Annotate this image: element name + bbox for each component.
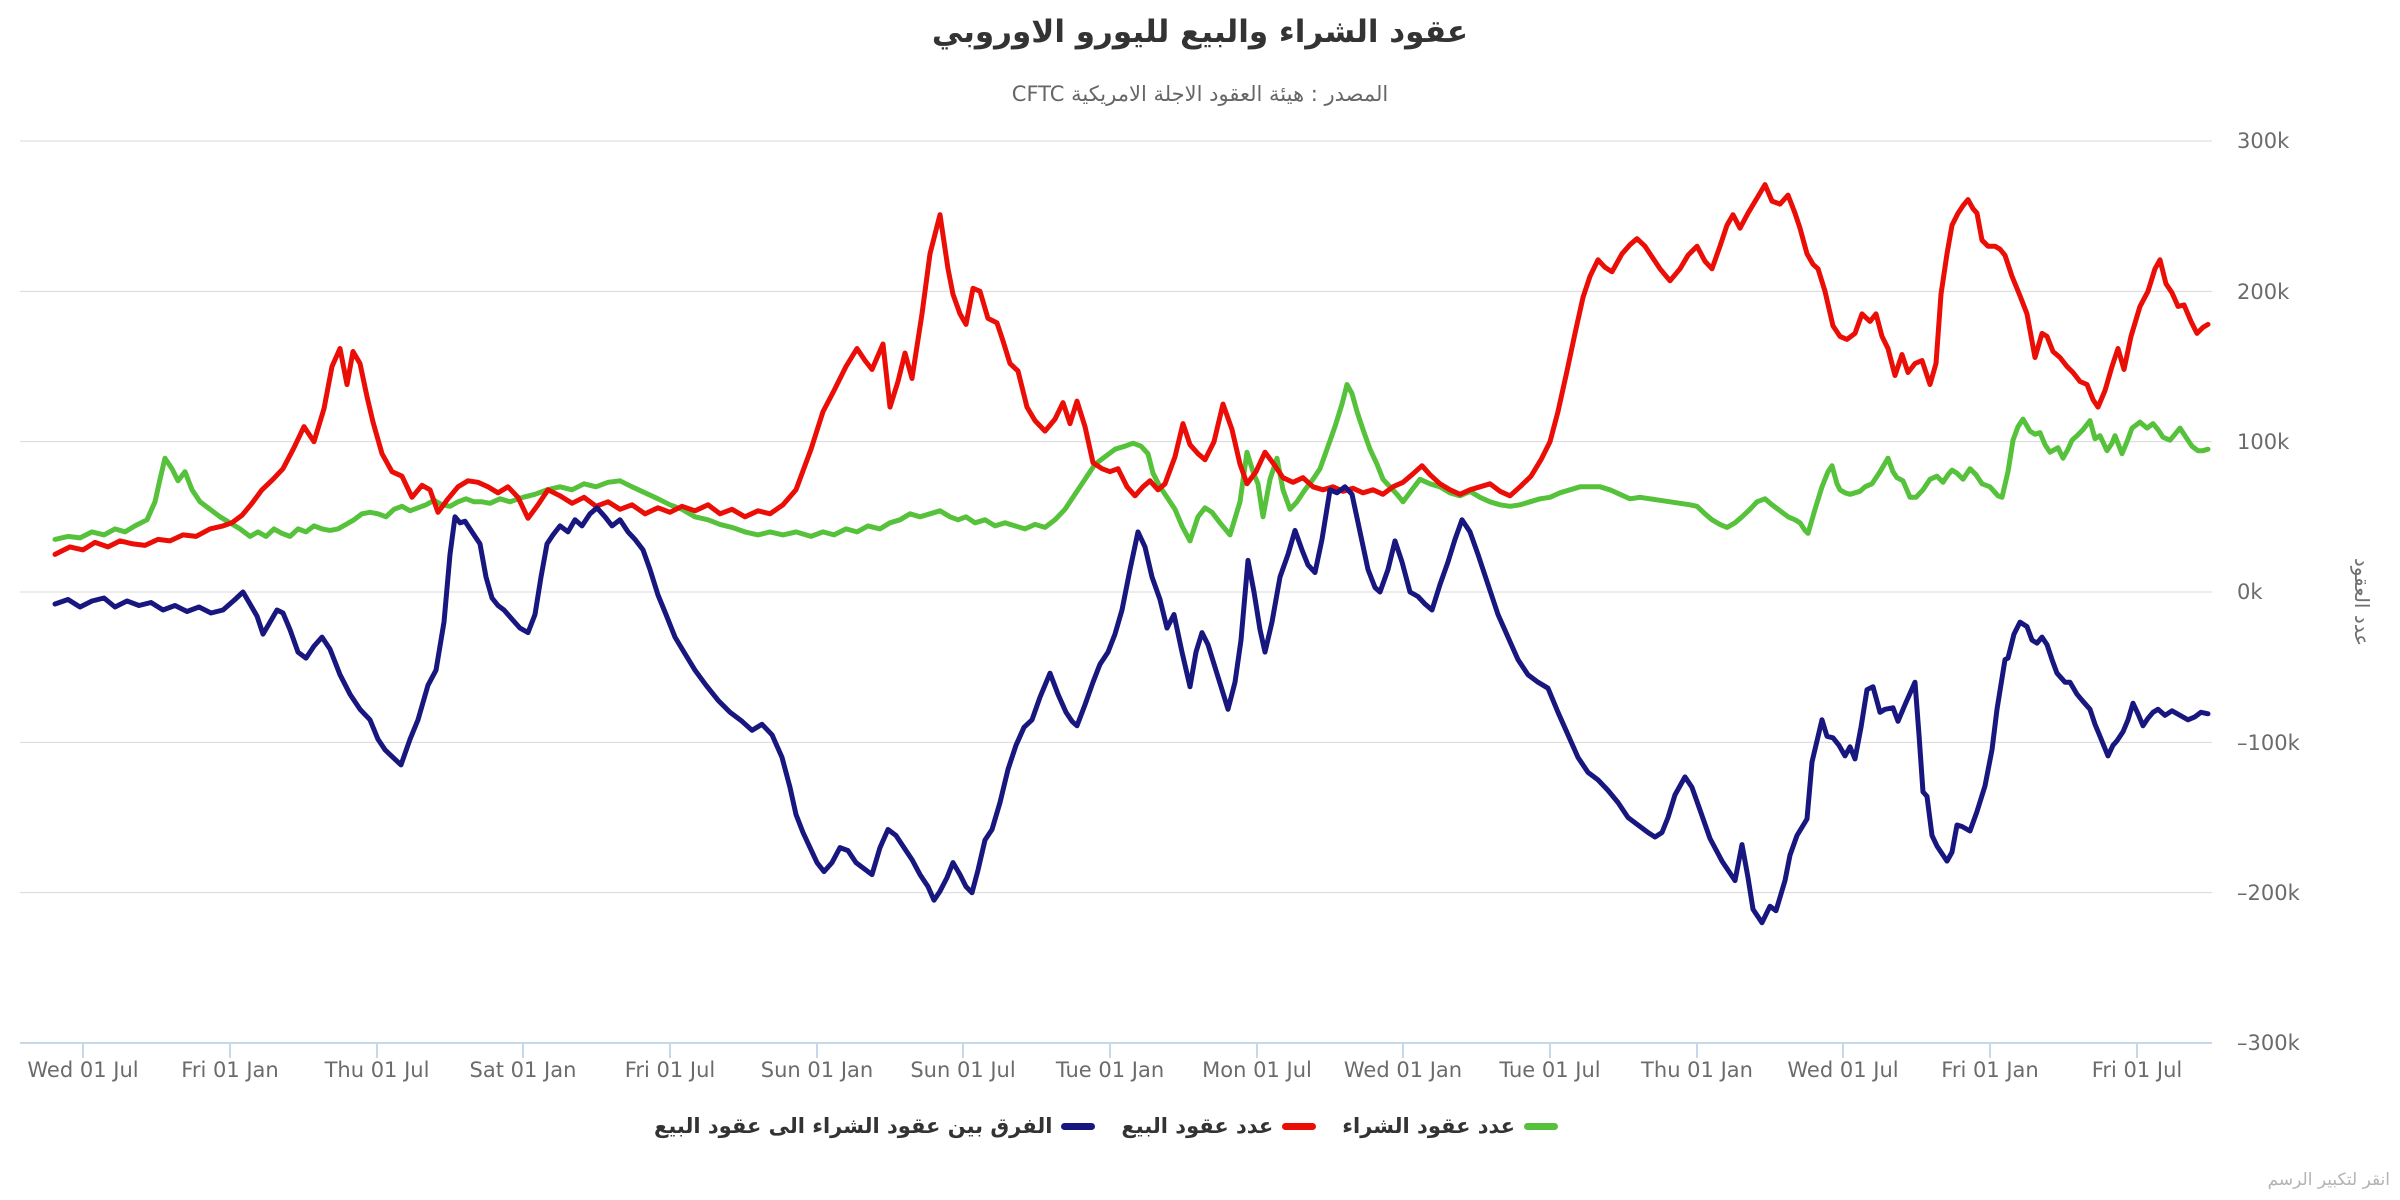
x-axis-label: Sun 01 Jan xyxy=(760,1058,874,1082)
chart-title: عقود الشراء والبيع لليورو الاوروبي xyxy=(931,14,1469,50)
y-axis-label: –100k xyxy=(2237,731,2300,755)
x-axis-label: Wed 01 Jan xyxy=(1343,1058,1463,1082)
red-line-swatch-icon xyxy=(1282,1122,1317,1130)
chart-subtitle: المصدر : هيئة العقود الاجلة الامريكية CF… xyxy=(1011,82,1389,106)
x-axis-label: Sat 01 Jan xyxy=(469,1058,577,1082)
y-axis-label: –300k xyxy=(2237,1031,2300,1055)
x-axis-label: Fri 01 Jan xyxy=(1941,1058,2039,1082)
legend-item-sell-contracts[interactable]: عدد عقود البيع xyxy=(1121,1114,1317,1138)
y-axis-label: 300k xyxy=(2237,129,2290,153)
click-to-enlarge-hint: انقر لتكبير الرسم xyxy=(2267,1170,2390,1190)
legend-item-difference[interactable]: الفرق بين عقود الشراء الى عقود البيع xyxy=(654,1114,1096,1138)
x-axis-label: Fri 01 Jul xyxy=(2091,1058,2183,1082)
navy-line-swatch-icon xyxy=(1061,1122,1096,1130)
x-axis-label: Wed 01 Jul xyxy=(1787,1058,1899,1082)
y-axis-title: عدد العقود xyxy=(2350,557,2375,647)
series-line-2[interactable] xyxy=(52,484,2211,926)
series-line-1[interactable] xyxy=(52,182,2211,557)
y-axis-label: 100k xyxy=(2237,430,2290,454)
x-axis-label: Sun 01 Jul xyxy=(910,1058,1016,1082)
x-axis-label: Thu 01 Jul xyxy=(324,1058,430,1082)
x-axis-label: Fri 01 Jan xyxy=(181,1058,279,1082)
legend-label: الفرق بين عقود الشراء الى عقود البيع xyxy=(654,1114,1053,1138)
x-axis-label: Thu 01 Jan xyxy=(1641,1058,1753,1082)
series-line-0[interactable] xyxy=(52,382,2211,544)
legend-label: عدد عقود البيع xyxy=(1121,1114,1274,1138)
y-axis-label: –200k xyxy=(2237,881,2300,905)
green-line-swatch-icon xyxy=(1524,1122,1559,1130)
legend: عدد عقود الشراء عدد عقود البيع الفرق بين… xyxy=(0,1114,2212,1138)
x-axis-label: Mon 01 Jul xyxy=(1202,1058,1312,1082)
y-axis-label: 0k xyxy=(2237,580,2263,604)
legend-label: عدد عقود الشراء xyxy=(1342,1114,1516,1138)
y-axis-label: 200k xyxy=(2237,280,2290,304)
x-axis-label: Fri 01 Jul xyxy=(624,1058,716,1082)
x-axis-label: Wed 01 Jul xyxy=(27,1058,139,1082)
x-axis-label: Tue 01 Jul xyxy=(1499,1058,1601,1082)
legend-item-buy-contracts[interactable]: عدد عقود الشراء xyxy=(1342,1114,1559,1138)
x-axis-label: Tue 01 Jan xyxy=(1055,1058,1165,1082)
